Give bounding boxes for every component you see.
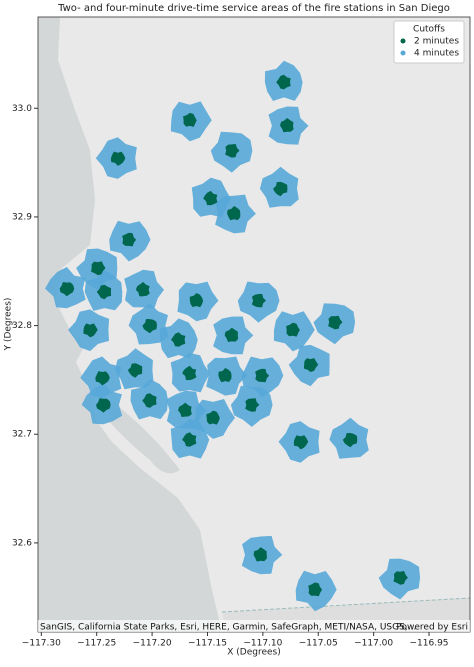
- service-area-2min: [183, 112, 197, 127]
- legend-swatch: [400, 38, 406, 44]
- legend-title: Cutoffs: [413, 25, 445, 35]
- service-area-2min: [227, 206, 241, 221]
- service-area-2min: [286, 322, 300, 337]
- x-tick-label: −116.95: [409, 639, 448, 649]
- service-area-2min: [182, 432, 197, 447]
- service-area-2min: [110, 151, 126, 166]
- service-area-2min: [59, 282, 75, 297]
- service-area-2min: [328, 315, 343, 330]
- service-area-2min: [83, 323, 98, 338]
- service-area-2min: [96, 398, 111, 413]
- service-area-2min: [127, 363, 143, 378]
- service-area-2min: [245, 398, 260, 412]
- service-area-2min: [91, 261, 106, 276]
- y-tick-label: 32.8: [12, 321, 32, 331]
- y-tick-label: 33.0: [12, 104, 32, 114]
- chart-title: Two- and four-minute drive-time service …: [57, 3, 450, 14]
- y-tick-label: 32.6: [12, 538, 32, 548]
- service-area-2min: [280, 118, 294, 133]
- service-area-2min: [293, 435, 309, 450]
- service-area-2min: [142, 393, 157, 408]
- service-area-2min: [171, 332, 186, 347]
- service-area-2min: [95, 371, 110, 386]
- legend-swatch: [400, 50, 406, 56]
- x-tick-label: −117.00: [354, 639, 393, 649]
- service-area-2min: [342, 433, 358, 448]
- service-area-2min: [122, 232, 137, 247]
- attribution-right: Powered by Esri: [396, 623, 468, 633]
- service-area-2min: [253, 547, 267, 562]
- service-area-2min: [142, 319, 157, 334]
- service-area-2min: [96, 284, 112, 300]
- y-axis-label: Y (Degrees): [4, 298, 14, 352]
- attribution: SanGIS, California State Parks, Esri, HE…: [40, 623, 416, 633]
- service-area-2min: [251, 294, 266, 308]
- y-tick-label: 32.7: [12, 430, 32, 440]
- x-tick-label: −117.25: [77, 639, 116, 649]
- service-area-2min: [303, 358, 319, 372]
- service-area-2min: [225, 144, 240, 158]
- attribution-band: [38, 620, 470, 632]
- bay: [108, 400, 180, 474]
- service-area-2min: [189, 293, 204, 308]
- service-area-2min: [224, 327, 239, 342]
- legend-label: 4 minutes: [414, 49, 459, 59]
- x-tick-label: −117.10: [243, 639, 282, 649]
- service-area-2min: [203, 190, 218, 206]
- x-tick-label: −117.15: [188, 639, 227, 649]
- ocean: [38, 17, 222, 632]
- legend-box: [393, 20, 465, 64]
- service-area-2min: [218, 368, 232, 383]
- x-tick-label: −117.05: [299, 639, 338, 649]
- legend-label: 2 minutes: [414, 37, 459, 47]
- service-area-2min: [206, 410, 220, 425]
- y-tick-label: 32.9: [12, 212, 32, 222]
- service-area-2min: [273, 181, 288, 197]
- service-area-2min: [178, 402, 192, 417]
- service-area-2min: [393, 571, 408, 585]
- service-area-2min: [308, 582, 323, 597]
- service-area-2min: [255, 368, 270, 383]
- x-tick-label: −117.20: [133, 639, 172, 649]
- service-area-2min: [135, 282, 150, 297]
- border-line: [221, 597, 471, 613]
- service-area-2min: [182, 365, 197, 381]
- legend: Cutoffs 2 minutes 4 minutes: [393, 20, 465, 64]
- service-area-2min: [276, 74, 291, 90]
- x-tick-label: −117.30: [22, 639, 61, 649]
- x-axis-label: X (Degrees): [227, 648, 281, 658]
